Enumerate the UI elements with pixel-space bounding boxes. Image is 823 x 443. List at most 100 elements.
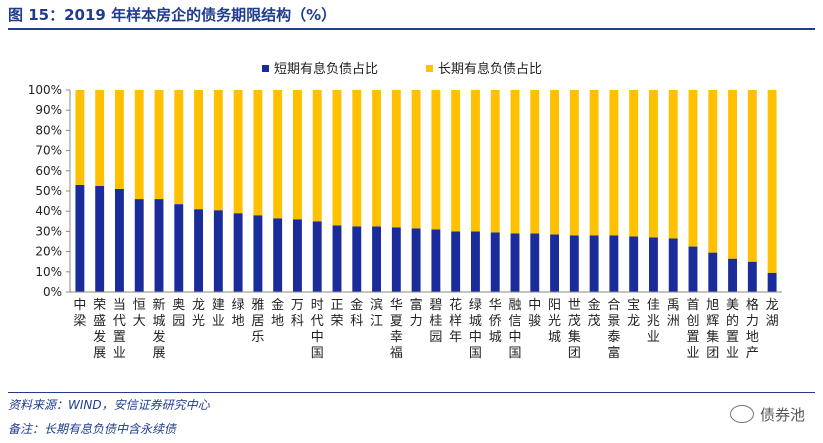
x-tick-char: 建 (212, 298, 225, 313)
bar-long-term (767, 90, 777, 273)
bar-long-term (134, 90, 144, 200)
x-tick-char: 龙 (192, 298, 205, 313)
legend-swatch (426, 65, 433, 72)
x-tick-char: 梁 (73, 314, 86, 329)
bar-long-term (708, 90, 718, 253)
legend-label: 长期有息负债占比 (438, 61, 542, 77)
x-tick-char: 首 (686, 298, 699, 313)
x-tick-char: 国 (469, 346, 482, 361)
x-tick-char: 地 (746, 330, 759, 345)
chart-title: 图 15：2019 年样本房企的债务期限结构（%） (8, 6, 337, 24)
bar-long-term (431, 90, 441, 230)
y-tick-label: 60% (35, 164, 62, 178)
x-tick-char: 骏 (528, 314, 541, 329)
bar-long-term (589, 90, 599, 236)
x-tick-char: 置 (113, 330, 126, 345)
bar-long-term (747, 90, 757, 262)
x-tick-char: 富 (607, 345, 620, 361)
bar-short-term (510, 233, 520, 292)
bar-short-term (134, 199, 144, 292)
x-tick-char: 花 (449, 297, 462, 313)
x-tick-char: 业 (113, 346, 126, 361)
x-tick-char: 夏 (390, 314, 403, 329)
x-tick-char: 禹 (667, 298, 680, 313)
x-tick-char: 世 (568, 298, 581, 313)
x-tick-char: 城 (469, 314, 482, 329)
x-tick-char: 合 (607, 298, 620, 313)
x-tick-char: 泰 (607, 330, 620, 345)
bar-long-term (194, 90, 204, 210)
bar-short-term (550, 234, 560, 292)
bar-long-term (609, 90, 619, 236)
x-tick-char: 奥 (172, 298, 185, 313)
y-tick-label: 0% (43, 285, 62, 299)
bar-short-term (372, 226, 382, 292)
x-tick-char: 业 (726, 346, 739, 361)
bar-short-term (154, 199, 164, 292)
x-tick-char: 江 (370, 314, 383, 329)
x-tick-char: 代 (113, 314, 126, 329)
x-tick-char: 桂 (429, 314, 442, 329)
x-tick-char: 的 (726, 313, 739, 329)
x-tick-char: 力 (410, 314, 423, 329)
y-tick-label: 20% (35, 245, 62, 259)
bar-long-term (569, 90, 579, 236)
bar-short-term (75, 184, 85, 292)
source-note: 资料来源：WIND，安信证券研究中心 (8, 398, 210, 412)
x-tick-char: 美 (726, 298, 739, 313)
bar-short-term (470, 231, 480, 292)
y-tick-label: 10% (35, 265, 62, 279)
bar-long-term (253, 90, 263, 216)
stacked-bar-chart: 0%10%20%30%40%50%60%70%80%90%100%中梁荣盛发展当… (28, 61, 782, 361)
x-tick-char: 国 (311, 346, 324, 361)
bar-short-term (589, 235, 599, 292)
x-tick-char: 茂 (588, 314, 601, 329)
bar-short-term (114, 188, 124, 292)
bar-short-term (451, 231, 461, 292)
remark-note: 备注：长期有息负债中含永续债 (8, 422, 177, 436)
bar-long-term (550, 90, 560, 235)
x-tick-char: 荣 (93, 298, 106, 313)
bar-long-term (273, 90, 283, 219)
x-tick-char: 中 (508, 330, 521, 345)
bar-short-term (530, 233, 540, 292)
legend-swatch (262, 65, 269, 72)
wechat-icon (729, 405, 754, 423)
bar-short-term (95, 185, 105, 292)
x-tick-char: 华 (489, 298, 502, 313)
bar-long-term (154, 90, 164, 200)
bar-long-term (510, 90, 520, 234)
x-tick-char: 景 (607, 314, 620, 329)
x-tick-char: 幸 (390, 330, 403, 345)
bar-long-term (174, 90, 184, 205)
bar-long-term (114, 90, 124, 189)
x-tick-char: 融 (508, 298, 521, 313)
watermark: 债券池 (729, 404, 805, 425)
x-tick-char: 恒 (133, 298, 146, 313)
x-tick-char: 城 (152, 314, 165, 329)
y-tick-label: 90% (35, 103, 62, 117)
x-tick-char: 乐 (251, 330, 264, 345)
x-tick-char: 湖 (766, 314, 779, 329)
x-tick-char: 茂 (568, 314, 581, 329)
x-tick-char: 业 (647, 330, 660, 345)
bar-long-term (648, 90, 658, 238)
bar-short-term (569, 235, 579, 292)
bar-long-term (95, 90, 105, 186)
x-tick-char: 格 (746, 297, 759, 313)
bar-short-term (352, 226, 362, 292)
footer-divider (8, 392, 815, 393)
x-tick-char: 科 (291, 314, 304, 329)
bar-long-term (411, 90, 421, 229)
bar-short-term (213, 210, 223, 292)
y-tick-label: 80% (35, 123, 62, 137)
bar-long-term (391, 90, 401, 228)
x-tick-char: 洲 (667, 314, 680, 329)
bar-short-term (312, 221, 322, 292)
bar-long-term (75, 90, 85, 185)
bar-long-term (728, 90, 738, 259)
x-tick-char: 滨 (370, 297, 383, 313)
bar-long-term (490, 90, 500, 233)
x-tick-char: 大 (133, 314, 146, 329)
x-tick-char: 福 (390, 346, 403, 361)
